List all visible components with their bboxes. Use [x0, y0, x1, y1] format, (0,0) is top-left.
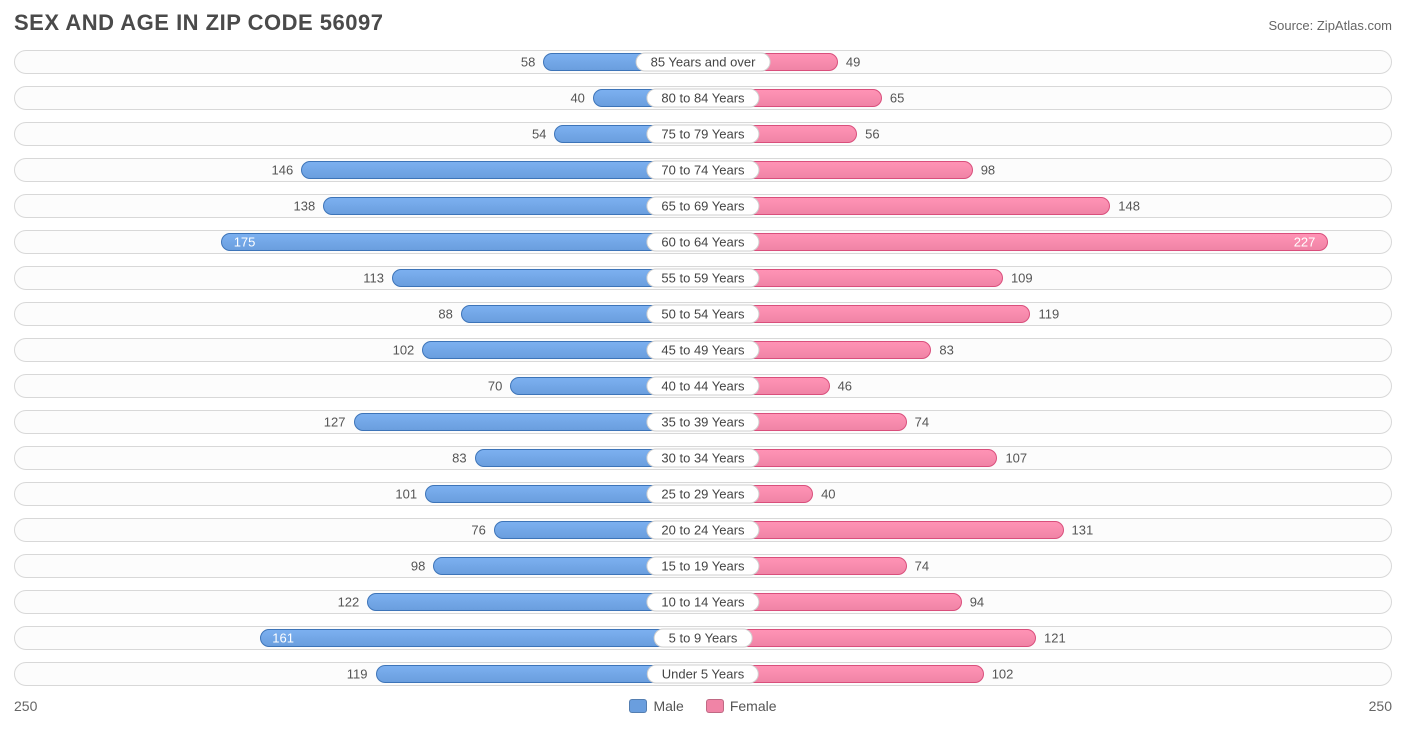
- pyramid-row: 76 131 20 to 24 Years: [14, 518, 1392, 542]
- pyramid-row: 40 65 80 to 84 Years: [14, 86, 1392, 110]
- male-value: 98: [411, 559, 425, 574]
- age-group-label: 35 to 39 Years: [646, 413, 759, 432]
- female-value: 131: [1072, 523, 1094, 538]
- chart-source: Source: ZipAtlas.com: [1268, 18, 1392, 33]
- chart-footer: 250 Male Female 250: [14, 698, 1392, 714]
- female-value: 46: [838, 379, 852, 394]
- female-value: 119: [1038, 307, 1059, 322]
- female-value: 94: [970, 595, 984, 610]
- age-group-label: Under 5 Years: [647, 665, 759, 684]
- female-bar: [703, 233, 1328, 251]
- male-value: 70: [488, 379, 502, 394]
- male-value: 113: [363, 271, 384, 286]
- pyramid-row: 58 49 85 Years and over: [14, 50, 1392, 74]
- pyramid-row: 146 98 70 to 74 Years: [14, 158, 1392, 182]
- female-value: 56: [865, 127, 879, 142]
- female-value: 83: [939, 343, 953, 358]
- population-pyramid-chart: 58 49 85 Years and over 40 65 80 to 84 Years 5…: [14, 50, 1392, 686]
- chart-title: SEX AND AGE IN ZIP CODE 56097: [14, 10, 383, 36]
- axis-right-max: 250: [1369, 698, 1392, 714]
- age-group-label: 10 to 14 Years: [646, 593, 759, 612]
- female-value: 121: [1044, 631, 1066, 646]
- male-value: 122: [338, 595, 360, 610]
- female-bar: [703, 629, 1036, 647]
- pyramid-row: 127 74 35 to 39 Years: [14, 410, 1392, 434]
- age-group-label: 20 to 24 Years: [646, 521, 759, 540]
- age-group-label: 45 to 49 Years: [646, 341, 759, 360]
- pyramid-row: 175 227 60 to 64 Years: [14, 230, 1392, 254]
- male-value: 146: [272, 163, 294, 178]
- pyramid-row: 83 107 30 to 34 Years: [14, 446, 1392, 470]
- male-value: 102: [393, 343, 415, 358]
- pyramid-row: 88 119 50 to 54 Years: [14, 302, 1392, 326]
- male-bar: [260, 629, 703, 647]
- male-value: 83: [452, 451, 466, 466]
- female-value: 49: [846, 55, 860, 70]
- male-bar: [221, 233, 703, 251]
- age-group-label: 30 to 34 Years: [646, 449, 759, 468]
- male-value: 119: [347, 667, 368, 682]
- chart-header: SEX AND AGE IN ZIP CODE 56097 Source: Zi…: [14, 10, 1392, 36]
- male-value: 88: [438, 307, 452, 322]
- age-group-label: 50 to 54 Years: [646, 305, 759, 324]
- female-value: 40: [821, 487, 835, 502]
- age-group-label: 85 Years and over: [636, 53, 771, 72]
- male-value: 175: [234, 235, 256, 250]
- pyramid-row: 98 74 15 to 19 Years: [14, 554, 1392, 578]
- pyramid-row: 54 56 75 to 79 Years: [14, 122, 1392, 146]
- age-group-label: 5 to 9 Years: [654, 629, 753, 648]
- pyramid-row: 70 46 40 to 44 Years: [14, 374, 1392, 398]
- age-group-label: 40 to 44 Years: [646, 377, 759, 396]
- pyramid-row: 119 102 Under 5 Years: [14, 662, 1392, 686]
- legend-female: Female: [706, 698, 777, 714]
- legend: Male Female: [629, 698, 776, 714]
- age-group-label: 65 to 69 Years: [646, 197, 759, 216]
- male-swatch: [629, 699, 647, 713]
- female-value: 102: [992, 667, 1014, 682]
- male-value: 58: [521, 55, 535, 70]
- male-value: 161: [272, 631, 294, 646]
- female-swatch: [706, 699, 724, 713]
- male-value: 54: [532, 127, 546, 142]
- male-value: 40: [570, 91, 584, 106]
- pyramid-row: 113 109 55 to 59 Years: [14, 266, 1392, 290]
- female-value: 74: [915, 415, 929, 430]
- age-group-label: 25 to 29 Years: [646, 485, 759, 504]
- age-group-label: 55 to 59 Years: [646, 269, 759, 288]
- female-value: 98: [981, 163, 995, 178]
- female-value: 109: [1011, 271, 1033, 286]
- age-group-label: 60 to 64 Years: [646, 233, 759, 252]
- male-value: 101: [395, 487, 417, 502]
- pyramid-row: 102 83 45 to 49 Years: [14, 338, 1392, 362]
- legend-female-label: Female: [730, 698, 777, 714]
- female-value: 148: [1118, 199, 1140, 214]
- pyramid-row: 122 94 10 to 14 Years: [14, 590, 1392, 614]
- female-bar: [703, 197, 1110, 215]
- age-group-label: 80 to 84 Years: [646, 89, 759, 108]
- pyramid-row: 161 121 5 to 9 Years: [14, 626, 1392, 650]
- male-value: 127: [324, 415, 346, 430]
- male-value: 138: [294, 199, 316, 214]
- pyramid-row: 101 40 25 to 29 Years: [14, 482, 1392, 506]
- legend-male: Male: [629, 698, 683, 714]
- pyramid-row: 138 148 65 to 69 Years: [14, 194, 1392, 218]
- female-value: 74: [915, 559, 929, 574]
- female-value: 65: [890, 91, 904, 106]
- age-group-label: 70 to 74 Years: [646, 161, 759, 180]
- male-bar: [301, 161, 703, 179]
- male-value: 76: [471, 523, 485, 538]
- axis-left-max: 250: [14, 698, 37, 714]
- legend-male-label: Male: [653, 698, 683, 714]
- age-group-label: 15 to 19 Years: [646, 557, 759, 576]
- female-value: 227: [1294, 235, 1316, 250]
- female-value: 107: [1005, 451, 1027, 466]
- age-group-label: 75 to 79 Years: [646, 125, 759, 144]
